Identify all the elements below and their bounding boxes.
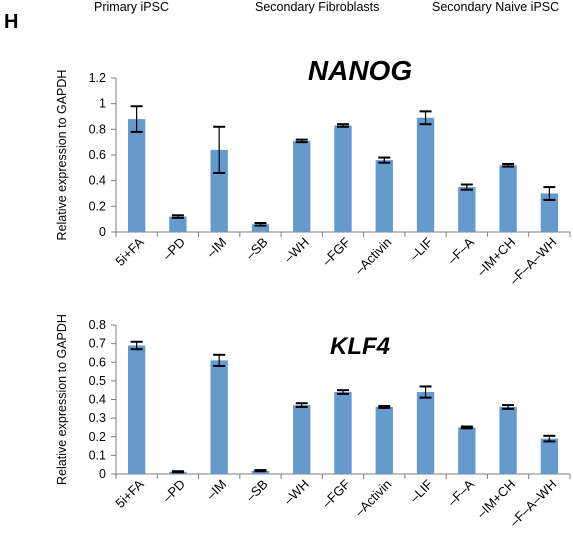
x-tick-label: –SB — [243, 235, 271, 263]
y-tick-label: 0.2 — [89, 199, 106, 213]
y-tick-label: 0 — [99, 225, 106, 239]
x-tick-label: 5i+FA — [112, 476, 147, 511]
nanog-chart: 0 0.2 0.4 0.6 0.8 1 1.2 Relative expression to … — [55, 55, 571, 288]
bar — [416, 392, 435, 474]
y-tick-label: 0.4 — [89, 393, 106, 407]
chart-title: KLF4 — [330, 333, 390, 360]
bar — [458, 427, 476, 474]
y-tick-label: 0.8 — [89, 318, 106, 332]
bar — [293, 405, 311, 474]
klf4-chart: 0 0.1 0.2 0.3 0.4 0.5 0.6 0.7 0.8 Relative expres… — [55, 314, 571, 530]
panel-label: H — [4, 11, 18, 33]
bar — [416, 117, 435, 232]
bar — [251, 470, 270, 474]
x-tick-label: –Activin — [352, 235, 395, 278]
bar — [334, 125, 352, 232]
y-tick-label: 0.3 — [89, 411, 106, 425]
bar — [375, 160, 393, 232]
y-tick-label: 0.7 — [89, 337, 106, 351]
y-tick-label: 0.4 — [89, 174, 106, 188]
x-tick-label: –Activin — [352, 477, 395, 520]
bar — [210, 149, 228, 232]
bar — [540, 438, 559, 474]
bar — [293, 140, 311, 232]
x-tick-label: –IM — [203, 477, 229, 503]
y-axis-label: Relative expression to GAPDH — [55, 314, 69, 485]
bar — [127, 345, 146, 474]
x-tick-label: 5i+FA — [112, 234, 147, 269]
header-label-primary-ipsc: Primary iPSC — [94, 0, 169, 14]
y-tick-label: 1.2 — [89, 71, 106, 85]
y-tick-label: 0 — [99, 467, 106, 481]
bar — [499, 406, 517, 474]
x-tick-label: –SB — [243, 477, 271, 505]
x-tick-label: –LIF — [407, 476, 436, 505]
x-tick-label: –LIF — [407, 234, 436, 263]
x-tick-label: –PD — [160, 235, 188, 263]
y-tick-label: 0.8 — [89, 122, 106, 136]
x-tick-label: –FGF — [319, 476, 353, 510]
x-tick-label: –F–A — [444, 234, 477, 267]
y-axis-label: Relative expression to GAPDH — [55, 70, 69, 241]
x-tick-label: –WH — [281, 477, 312, 508]
y-tick-label: 0.6 — [89, 148, 106, 162]
bar — [210, 360, 228, 474]
bar — [458, 187, 476, 232]
bar — [251, 224, 270, 232]
chart-title: NANOG — [308, 55, 412, 86]
bar — [127, 119, 146, 232]
y-tick-label: 0.5 — [89, 374, 106, 388]
x-tick-label: –FGF — [319, 234, 353, 268]
y-tick-label: 0.2 — [89, 430, 106, 444]
bar — [499, 165, 517, 232]
bar — [334, 392, 352, 474]
header-label-secondary-naive-ipsc: Secondary Naive iPSC — [432, 0, 559, 14]
y-tick-label: 0.1 — [89, 448, 106, 462]
x-tick-label: –F–A — [444, 476, 477, 509]
bar — [375, 406, 393, 474]
bar — [540, 193, 559, 232]
y-tick-label: 1 — [99, 97, 106, 111]
y-tick-label: 0.6 — [89, 355, 106, 369]
header-label-secondary-fibroblasts: Secondary Fibroblasts — [255, 0, 379, 14]
bar — [169, 216, 187, 232]
x-tick-label: –PD — [160, 477, 188, 505]
x-tick-label: –IM — [203, 235, 229, 261]
x-tick-label: –WH — [281, 235, 312, 266]
